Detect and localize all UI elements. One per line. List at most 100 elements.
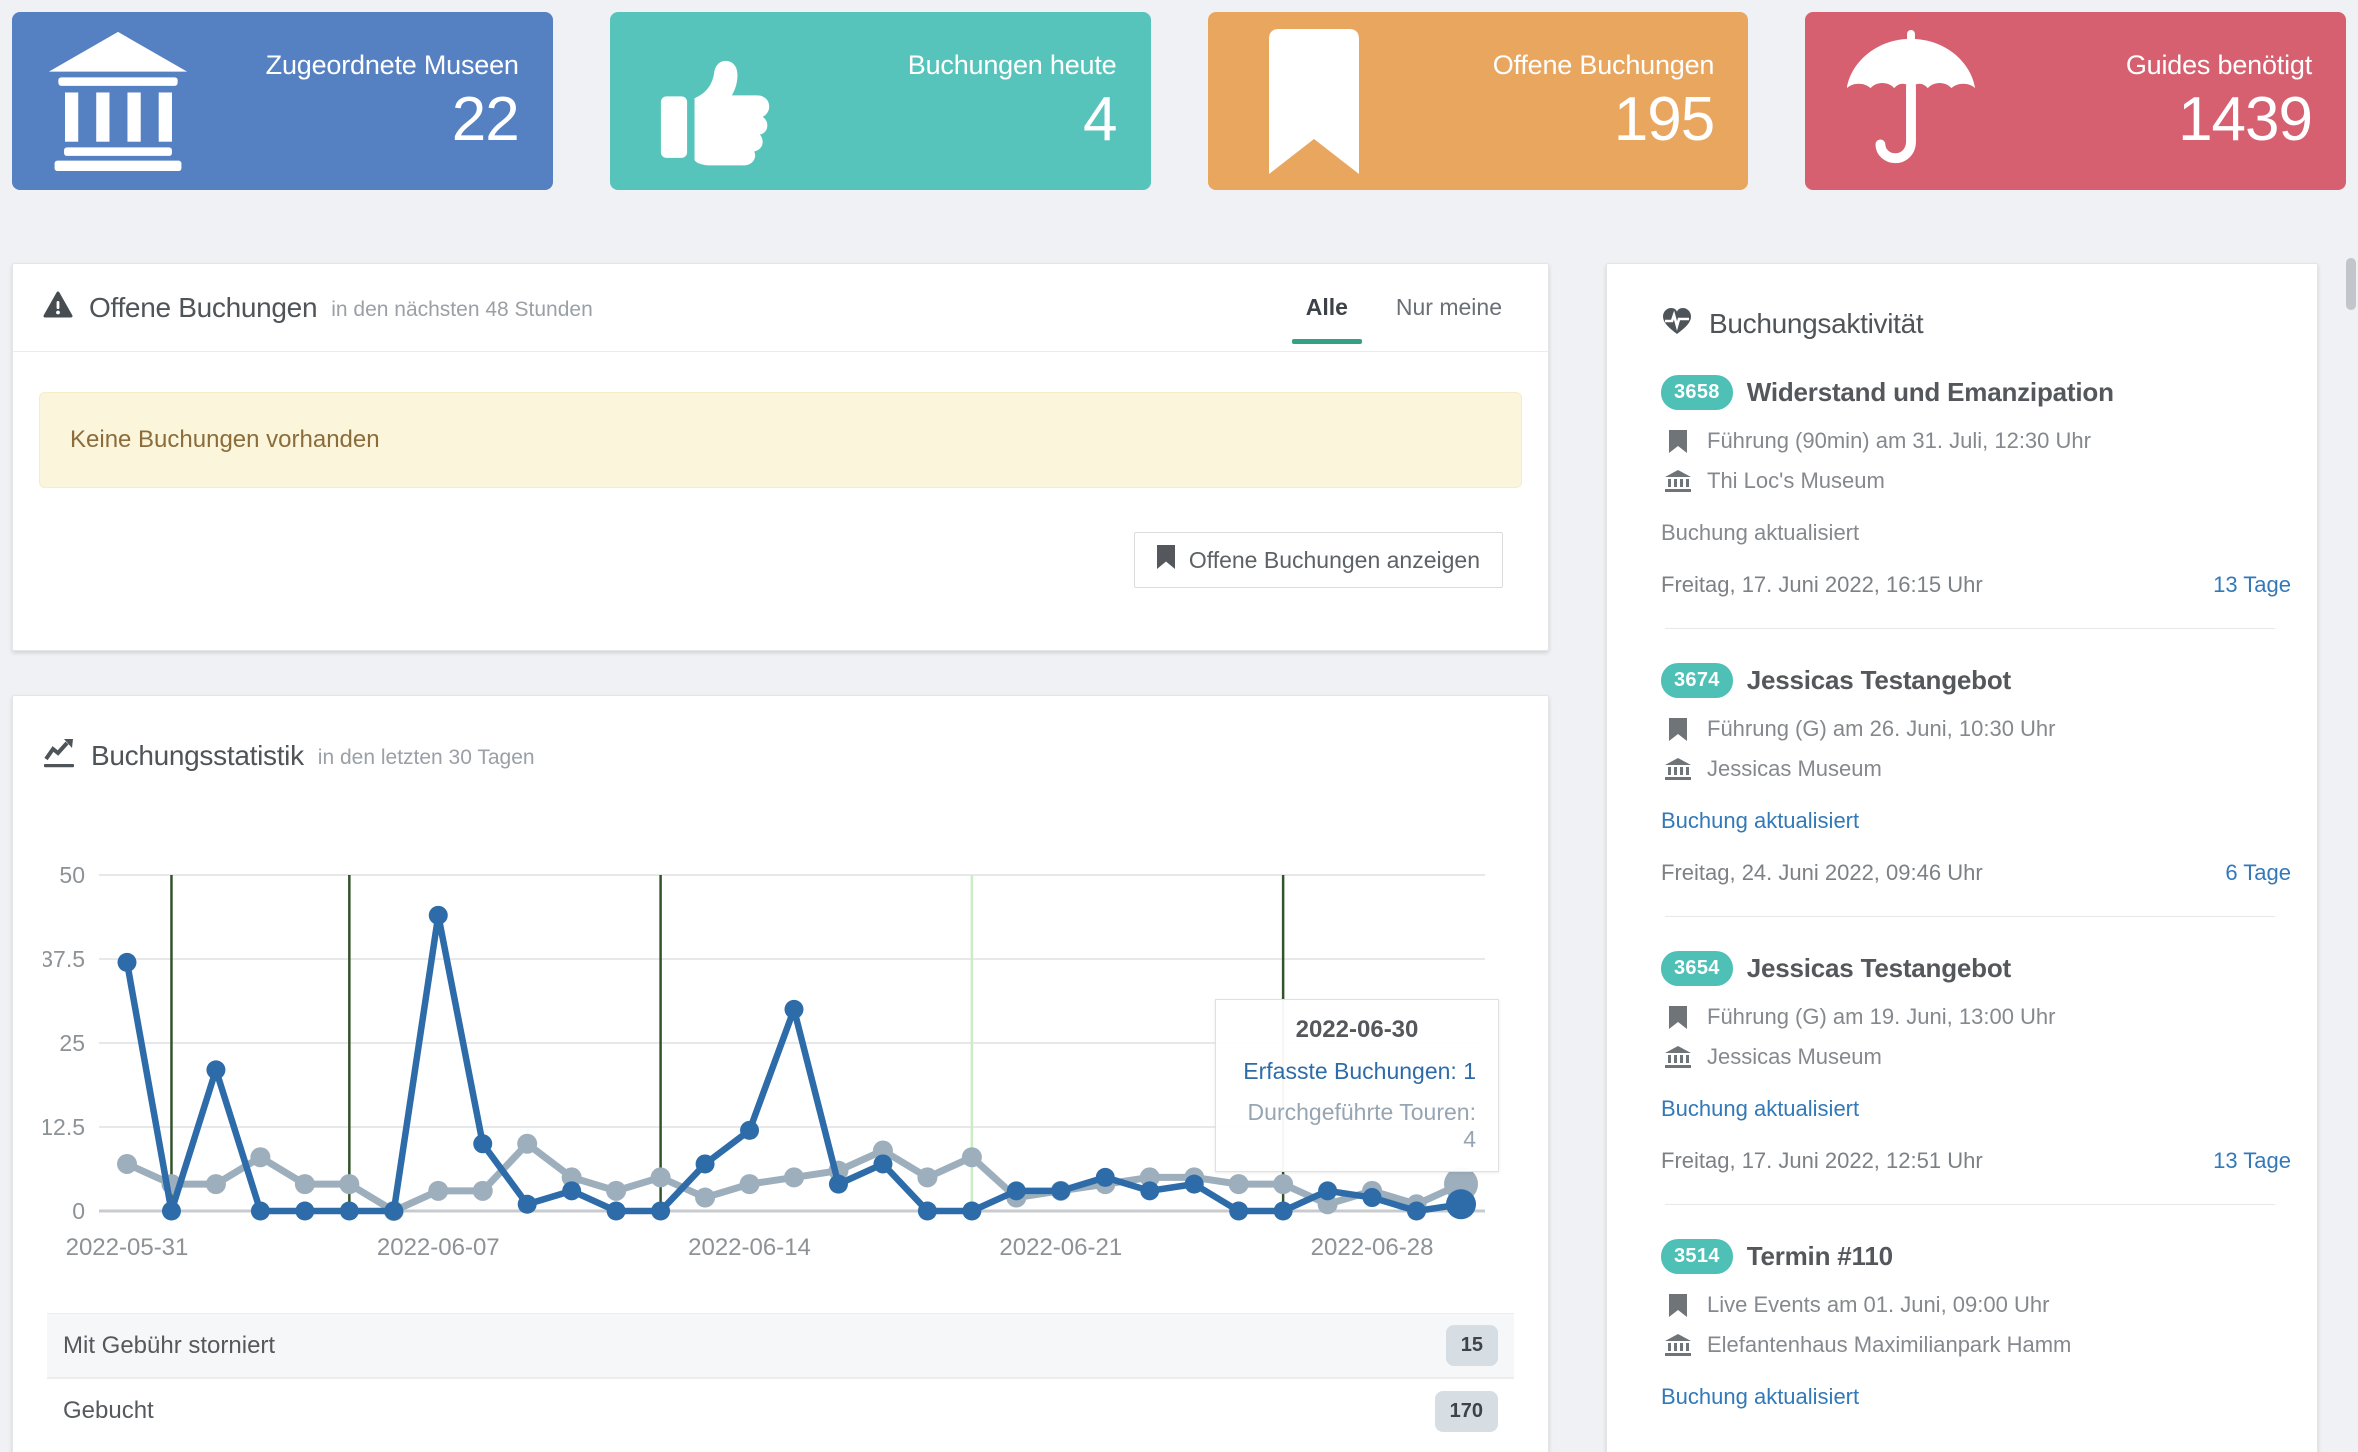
svg-text:0: 0 xyxy=(72,1198,85,1224)
svg-text:2022-05-31: 2022-05-31 xyxy=(66,1234,189,1259)
thumbs-up-icon xyxy=(636,31,796,171)
umbrella-icon xyxy=(1831,27,1991,175)
activity-date: Freitag, 24. Juni 2022, 09:46 Uhr xyxy=(1661,860,1983,885)
bookings-line-chart[interactable]: 0 12.5 25 37.5 50 2022-05-31 2022-06-07 2022-06… xyxy=(43,859,1495,1259)
museum-icon xyxy=(1664,1046,1692,1068)
museum-icon xyxy=(1664,1334,1692,1356)
days-ago-link[interactable]: 13 Tage xyxy=(2213,572,2291,597)
chart-tooltip-tours: Durchgeführte Touren: 4 xyxy=(1247,1099,1476,1152)
booking-updated-link[interactable]: Buchung aktualisiert xyxy=(1661,1384,1860,1409)
stat-card-bookings-today[interactable]: Buchungen heute 4 xyxy=(609,12,1151,190)
activity-event: Führung (90min) am 31. Juli, 12:30 Uhr xyxy=(1707,428,2091,453)
panel-title: Buchungsaktivität xyxy=(1709,307,1924,339)
bookings-chart: 0 12.5 25 37.5 50 2022-05-31 2022-06-07 2022-06… xyxy=(43,859,1499,1259)
activity-item-title: Widerstand und Emanzipation xyxy=(1746,377,2114,407)
svg-text:50: 50 xyxy=(59,862,85,888)
bookmark-icon xyxy=(1156,545,1175,575)
stat-card-value: 195 xyxy=(1613,84,1715,154)
panel-subtitle: in den nächsten 48 Stunden xyxy=(331,297,593,321)
divider xyxy=(1665,916,2275,917)
no-bookings-alert: Keine Buchungen vorhanden xyxy=(39,392,1522,488)
activity-item: 3658 Widerstand und Emanzipation Führung… xyxy=(1661,341,2301,629)
scrollbar[interactable] xyxy=(2346,258,2356,310)
count-badge: 170 xyxy=(1434,1390,1498,1432)
stat-row-label: Gebucht xyxy=(63,1397,154,1424)
booking-id-badge: 3654 xyxy=(1661,951,1733,986)
booking-updated-link[interactable]: Buchung aktualisiert xyxy=(1661,808,1860,833)
stat-card-open-bookings[interactable]: Offene Buchungen 195 xyxy=(1207,12,1749,190)
activity-item-title: Termin #110 xyxy=(1746,1241,1893,1271)
days-ago-link[interactable]: 6 Tage xyxy=(2225,860,2291,885)
activity-event: Führung (G) am 19. Juni, 13:00 Uhr xyxy=(1707,1004,2056,1029)
activity-museum: Jessicas Museum xyxy=(1707,1044,1882,1069)
activity-museum: Thi Loc's Museum xyxy=(1707,468,1885,493)
svg-text:2022-06-14: 2022-06-14 xyxy=(688,1234,811,1259)
bookmark-icon xyxy=(1234,28,1394,174)
panel-title: Offene Buchungen xyxy=(89,291,318,323)
activity-item: 3514 Termin #110 Live Events am 01. Juni… xyxy=(1661,1205,2301,1410)
bookmark-icon xyxy=(1664,1293,1692,1317)
stat-card-label: Zugeordnete Museen xyxy=(265,49,519,80)
stat-card-value: 4 xyxy=(1083,84,1117,154)
tab-alle[interactable]: Alle xyxy=(1290,264,1364,351)
museum-icon xyxy=(38,30,198,172)
stat-card-value: 22 xyxy=(451,84,520,154)
booking-id-badge: 3658 xyxy=(1661,375,1733,410)
open-bookings-tabs: Alle Nur meine xyxy=(1290,264,1518,351)
days-ago-link[interactable]: 13 Tage xyxy=(2213,1148,2291,1173)
booking-id-badge: 3674 xyxy=(1661,663,1733,698)
svg-text:2022-06-07: 2022-06-07 xyxy=(377,1234,500,1259)
svg-text:2022-06-28: 2022-06-28 xyxy=(1311,1234,1434,1259)
museum-icon xyxy=(1664,470,1692,492)
booking-activity-panel: Buchungsaktivität 3658 Widerstand und Em… xyxy=(1606,263,2318,1452)
activity-event: Führung (G) am 26. Juni, 10:30 Uhr xyxy=(1707,716,2056,741)
chart-tooltip: 2022-06-30 Erfasste Buchungen: 1 Durchge… xyxy=(1215,999,1499,1172)
tab-nur-meine[interactable]: Nur meine xyxy=(1395,294,1502,320)
stat-card-museums[interactable]: Zugeordnete Museen 22 xyxy=(12,12,553,190)
chart-tooltip-date: 2022-06-30 xyxy=(1295,1016,1419,1043)
museum-icon xyxy=(1664,758,1692,780)
stat-cards-row: Zugeordnete Museen 22 Buchungen heute 4 xyxy=(0,0,2358,190)
activity-date: Freitag, 17. Juni 2022, 16:15 Uhr xyxy=(1661,572,1983,597)
stat-card-label: Guides benötigt xyxy=(2125,49,2312,80)
booking-updated-link[interactable]: Buchung aktualisiert xyxy=(1661,1096,1860,1121)
stat-card-value: 1439 xyxy=(2178,84,2313,154)
panel-title: Buchungsstatistik xyxy=(91,739,304,771)
booking-stats-list: Mit Gebühr storniert 15 Gebucht 170 xyxy=(47,1313,1514,1443)
stat-row-booked: Gebucht 170 xyxy=(47,1378,1514,1443)
stat-row-label: Mit Gebühr storniert xyxy=(63,1331,276,1359)
booking-updated-text: Buchung aktualisiert xyxy=(1661,520,1860,545)
activity-item: 3654 Jessicas Testangebot Führung (G) am… xyxy=(1661,917,2301,1205)
stat-card-label: Buchungen heute xyxy=(907,49,1117,80)
line-chart-icon xyxy=(43,738,75,773)
activity-museum: Jessicas Museum xyxy=(1707,756,1882,781)
count-badge: 15 xyxy=(1445,1325,1498,1366)
svg-text:12.5: 12.5 xyxy=(43,1114,85,1140)
bookmark-icon xyxy=(1664,1005,1692,1029)
activity-museum: Elefantenhaus Maximilianpark Hamm xyxy=(1707,1332,2072,1357)
divider xyxy=(1665,1204,2275,1205)
bookmark-icon xyxy=(1664,717,1692,741)
activity-item-title: Jessicas Testangebot xyxy=(1746,953,2012,983)
open-bookings-panel: Offene Buchungen in den nächsten 48 Stun… xyxy=(12,263,1549,651)
stat-card-guides-needed[interactable]: Guides benötigt 1439 xyxy=(1805,12,2346,190)
show-open-bookings-button[interactable]: Offene Buchungen anzeigen xyxy=(1133,532,1503,588)
booking-id-badge: 3514 xyxy=(1661,1239,1733,1274)
activity-item-title: Jessicas Testangebot xyxy=(1746,665,2012,695)
activity-event: Live Events am 01. Juni, 09:00 Uhr xyxy=(1707,1292,2050,1317)
svg-text:2022-06-21: 2022-06-21 xyxy=(999,1234,1122,1259)
heartbeat-icon xyxy=(1661,306,1693,341)
bookmark-icon xyxy=(1664,429,1692,453)
divider xyxy=(1665,628,2275,629)
activity-date: Freitag, 17. Juni 2022, 12:51 Uhr xyxy=(1661,1148,1983,1173)
chart-tooltip-bookings: Erfasste Buchungen: 1 xyxy=(1243,1058,1476,1084)
warning-icon xyxy=(43,291,73,324)
stat-row-cancelled-with-fee: Mit Gebühr storniert 15 xyxy=(47,1313,1514,1378)
show-open-bookings-label: Offene Buchungen anzeigen xyxy=(1188,546,1480,573)
booking-statistics-panel: Buchungsstatistik in den letzten 30 Tage… xyxy=(12,695,1549,1452)
panel-subtitle: in den letzten 30 Tagen xyxy=(317,745,535,769)
stat-card-label: Offene Buchungen xyxy=(1492,49,1715,80)
svg-text:25: 25 xyxy=(59,1030,85,1056)
activity-item: 3674 Jessicas Testangebot Führung (G) am… xyxy=(1661,629,2301,917)
